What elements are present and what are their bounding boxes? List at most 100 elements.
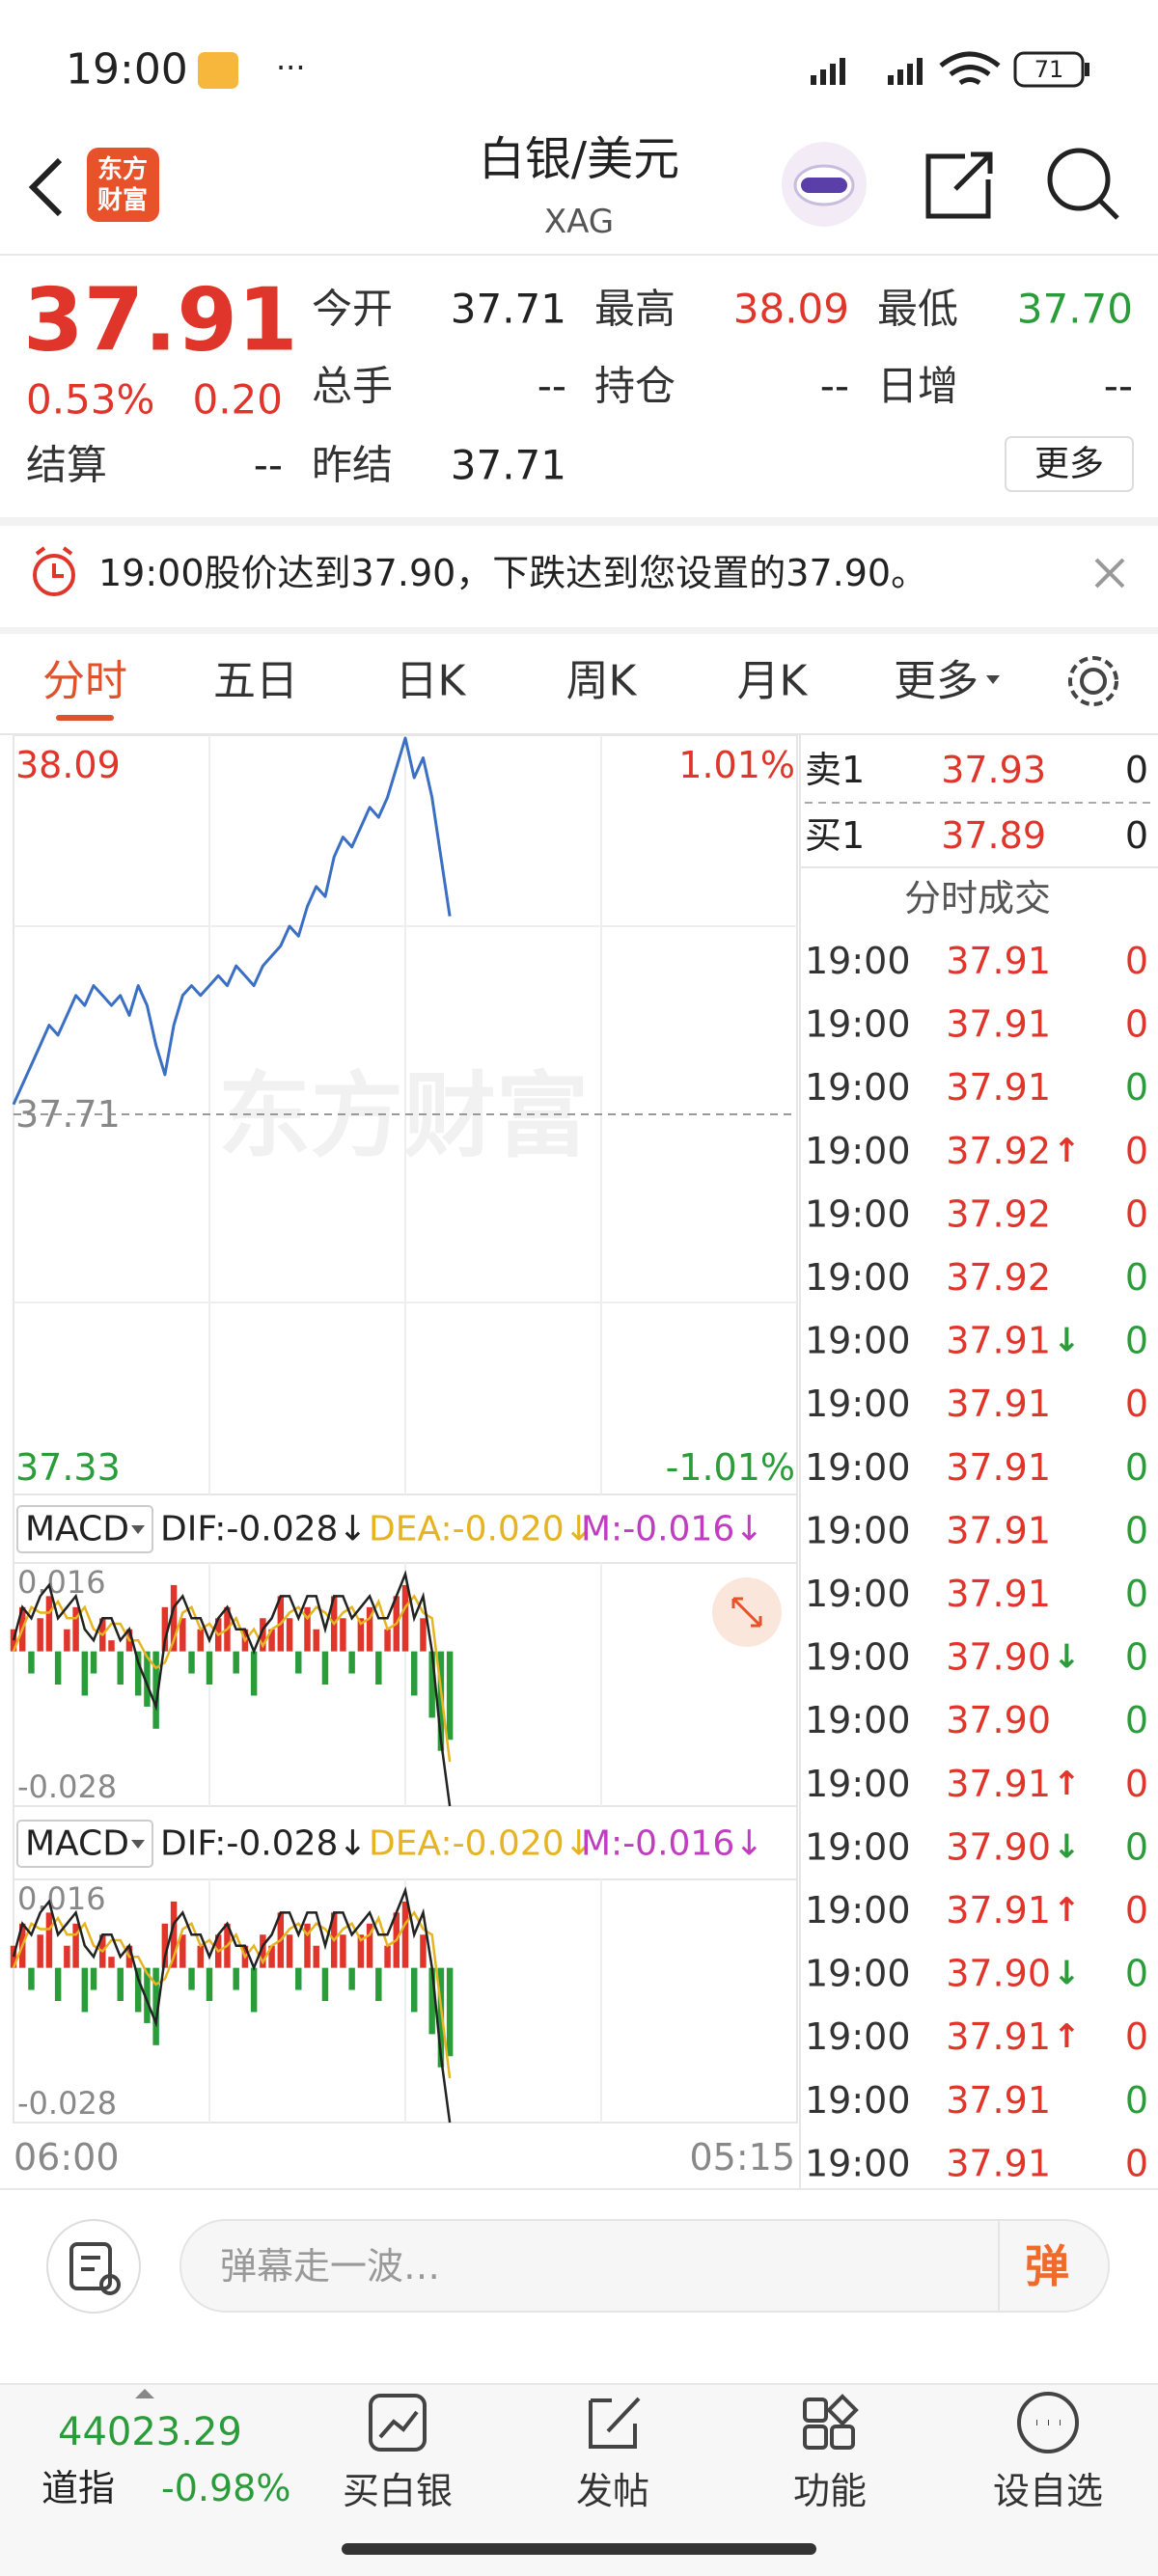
- trade-price: 37.91: [946, 1446, 1051, 1489]
- share-button[interactable]: [925, 151, 993, 219]
- trade-time: 19:00: [805, 1256, 911, 1299]
- macd-bar: [28, 1651, 35, 1674]
- macd-bar: [348, 1967, 355, 1990]
- y-tick-label: 37.71: [15, 1093, 121, 1136]
- back-button[interactable]: [28, 157, 63, 217]
- trade-time: 19:00: [805, 940, 911, 982]
- trade-time: 19:00: [805, 1130, 911, 1172]
- tab[interactable]: 更多: [894, 657, 979, 706]
- trade-price: 37.91: [946, 2015, 1051, 2058]
- dea-label: DEA:-0.020↓: [369, 1824, 593, 1864]
- field-value: --: [1104, 363, 1133, 410]
- macd-bar: [108, 1957, 115, 1968]
- book-label: 买1: [805, 814, 865, 857]
- tab-bar: 分时 五日 日K 周K 月K 更多: [42, 657, 1000, 721]
- macd-bar: [268, 1945, 275, 1968]
- assistant-avatar[interactable]: [782, 142, 867, 227]
- macd-bar: [54, 1651, 62, 1685]
- nav-items: 买白银 发帖 功能 设自选: [343, 2470, 1103, 2512]
- trade-time: 19:00: [805, 1066, 911, 1109]
- trade-arrow: ↑: [1053, 1132, 1081, 1170]
- trade-price: 37.91: [946, 940, 1051, 982]
- expand-icon: [731, 1597, 762, 1628]
- nav-item[interactable]: 功能: [793, 2470, 867, 2512]
- dif-line: [12, 1886, 452, 2124]
- macd-bar: [313, 1945, 319, 1968]
- x-tick-label: 05:15: [689, 2136, 795, 2179]
- tab[interactable]: 周K: [566, 657, 638, 706]
- more-button[interactable]: [1005, 436, 1134, 492]
- macd-bar: [117, 1967, 124, 2001]
- trade-volume: 0: [1125, 1509, 1148, 1551]
- field-label: 日增: [877, 363, 958, 410]
- indicator-selector[interactable]: [16, 1820, 153, 1868]
- index-value[interactable]: 44023.29: [58, 2410, 242, 2454]
- trade-volume: 0: [1125, 1066, 1148, 1109]
- trade-volume: 0: [1125, 1889, 1148, 1932]
- macd-bar: [152, 1651, 159, 1729]
- nav-item[interactable]: 发帖: [576, 2470, 649, 2512]
- comment-input[interactable]: [179, 2219, 1110, 2313]
- indicator-name: MACD: [25, 1510, 129, 1549]
- trade-volume: 0: [1125, 2079, 1148, 2122]
- price-line: [12, 736, 452, 1106]
- macd-bar: [108, 1640, 115, 1652]
- trade-volume: 0: [1125, 1130, 1148, 1172]
- field-value: 37.71: [451, 442, 566, 489]
- dif-line: [12, 1570, 452, 1807]
- m-label: M:-0.016↓: [581, 1510, 763, 1549]
- macd-bar: [410, 1967, 418, 2013]
- field-label: 昨结: [312, 442, 393, 489]
- battery: [1013, 51, 1085, 88]
- macd-bar: [420, 1934, 427, 1968]
- macd-bar: [357, 1618, 365, 1652]
- nav-item[interactable]: 买白银: [343, 2470, 453, 2512]
- separator: [0, 627, 1158, 634]
- trade-price: 37.90: [946, 1636, 1051, 1679]
- macd-bar: [446, 1967, 454, 2057]
- last-price: 37.91: [23, 270, 298, 371]
- macd-bar: [45, 1596, 53, 1652]
- index-change: -0.98%: [161, 2467, 290, 2509]
- trade-volume: 0: [1125, 1573, 1148, 1615]
- tab[interactable]: 月K: [737, 657, 809, 706]
- macd-bar: [117, 1651, 124, 1685]
- macd-bar: [90, 1967, 97, 1990]
- alarm-icon: [33, 546, 75, 596]
- macd-bar: [260, 1934, 266, 1968]
- macd-bar: [313, 1629, 319, 1652]
- trade-time: 19:00: [805, 1699, 911, 1741]
- indicator-selector[interactable]: [16, 1505, 153, 1553]
- tab[interactable]: 五日: [213, 657, 298, 706]
- macd-bar: [250, 1967, 258, 2013]
- danmaku-send[interactable]: 弹: [1025, 2240, 1069, 2292]
- trade-volume: 0: [1125, 1699, 1148, 1741]
- trade-time: 19:00: [805, 1320, 911, 1362]
- tab[interactable]: 日K: [396, 657, 467, 706]
- settings-button[interactable]: [1068, 656, 1118, 706]
- danmaku-icon: [69, 2242, 121, 2295]
- header-subtitle: XAG: [544, 203, 614, 241]
- divider: [0, 2188, 1158, 2190]
- app-logo[interactable]: [87, 148, 159, 222]
- macd-bar: [72, 1923, 79, 1968]
- trade-time: 19:00: [805, 1573, 911, 1615]
- alert-close[interactable]: [1094, 558, 1125, 589]
- tab[interactable]: 分时: [42, 657, 127, 706]
- field-value: --: [820, 363, 849, 410]
- y-tick-label: 38.09: [15, 744, 121, 786]
- trade-price: 37.91: [946, 1509, 1051, 1551]
- danmaku-settings[interactable]: [46, 2219, 141, 2314]
- macd-bar: [384, 1945, 391, 1968]
- nav-item[interactable]: 设自选: [993, 2470, 1103, 2512]
- search-button[interactable]: [1047, 148, 1119, 220]
- macd-bar: [268, 1629, 275, 1652]
- trade-price: 37.90: [946, 1953, 1051, 1995]
- trade-volume: 0: [1125, 1192, 1148, 1235]
- y2-tick-label: 1.01%: [678, 744, 795, 786]
- macd-bar: [170, 1584, 178, 1652]
- trade-time: 19:00: [805, 1192, 911, 1235]
- y2-tick-label: -1.01%: [666, 1446, 795, 1489]
